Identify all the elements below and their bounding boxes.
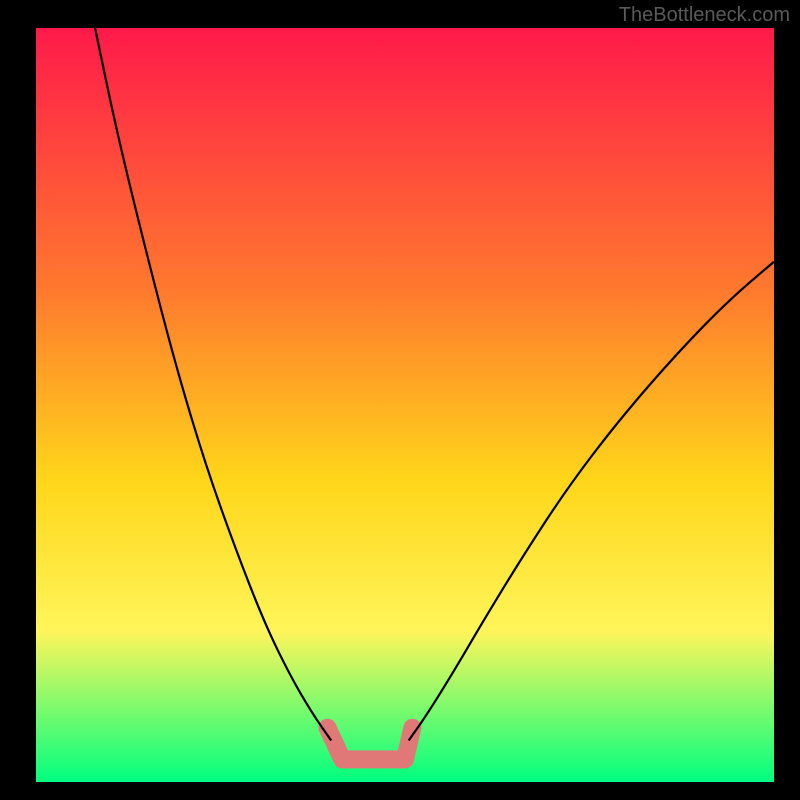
curve-overlay bbox=[0, 0, 800, 800]
left-curve-path bbox=[95, 28, 331, 741]
valley-marker-path bbox=[328, 728, 413, 760]
watermark-text: TheBottleneck.com bbox=[619, 4, 790, 27]
right-curve-path bbox=[409, 262, 774, 741]
